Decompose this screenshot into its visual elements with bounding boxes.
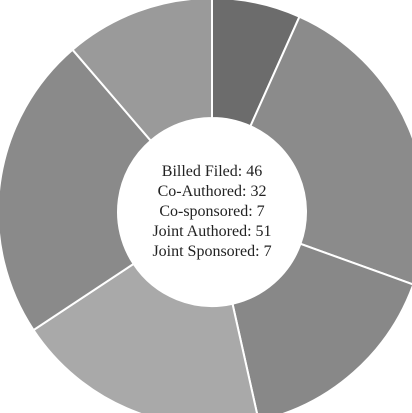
label-value: 7 xyxy=(264,243,272,260)
donut-segment xyxy=(231,242,412,413)
label-value: 46 xyxy=(246,163,262,180)
label-text: Joint Authored: xyxy=(152,223,251,240)
center-label: Co-Authored: 32 xyxy=(158,183,267,200)
center-label: Billed Filed: 46 xyxy=(162,163,262,180)
label-text: Co-Authored: xyxy=(158,183,247,200)
center-label: Co-sponsored: 7 xyxy=(159,203,264,220)
label-value: 7 xyxy=(257,203,265,220)
donut-segment xyxy=(249,15,412,286)
donut-segment xyxy=(32,262,258,413)
label-value: 32 xyxy=(250,183,266,200)
center-label: Joint Authored: 51 xyxy=(152,223,271,240)
label-text: Billed Filed: xyxy=(162,163,242,180)
label-text: Joint Sponsored: xyxy=(152,243,259,260)
center-label: Joint Sponsored: 7 xyxy=(152,243,271,260)
label-text: Co-sponsored: xyxy=(159,203,252,220)
donut-segment xyxy=(71,0,213,143)
label-value: 51 xyxy=(256,223,272,240)
donut-segment xyxy=(0,48,153,332)
